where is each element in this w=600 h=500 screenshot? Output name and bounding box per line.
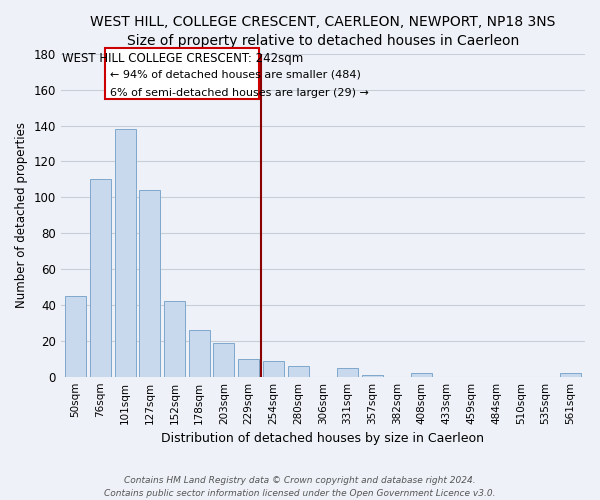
- Bar: [139, 190, 160, 376]
- Text: 6% of semi-detached houses are larger (29) →: 6% of semi-detached houses are larger (2…: [110, 88, 369, 98]
- Bar: [287, 366, 308, 376]
- Bar: [65, 296, 86, 376]
- Bar: [337, 368, 358, 376]
- Text: Contains HM Land Registry data © Crown copyright and database right 2024.
Contai: Contains HM Land Registry data © Crown c…: [104, 476, 496, 498]
- Bar: [115, 129, 136, 376]
- Bar: [411, 373, 433, 376]
- Y-axis label: Number of detached properties: Number of detached properties: [15, 122, 28, 308]
- Bar: [263, 360, 284, 376]
- Bar: [189, 330, 210, 376]
- Text: WEST HILL COLLEGE CRESCENT: 242sqm: WEST HILL COLLEGE CRESCENT: 242sqm: [62, 52, 303, 65]
- Text: ← 94% of detached houses are smaller (484): ← 94% of detached houses are smaller (48…: [110, 70, 361, 80]
- Bar: [164, 302, 185, 376]
- FancyBboxPatch shape: [105, 48, 259, 98]
- Bar: [238, 358, 259, 376]
- X-axis label: Distribution of detached houses by size in Caerleon: Distribution of detached houses by size …: [161, 432, 484, 445]
- Bar: [90, 180, 111, 376]
- Bar: [214, 342, 235, 376]
- Bar: [560, 373, 581, 376]
- Title: WEST HILL, COLLEGE CRESCENT, CAERLEON, NEWPORT, NP18 3NS
Size of property relati: WEST HILL, COLLEGE CRESCENT, CAERLEON, N…: [90, 15, 556, 48]
- Bar: [362, 375, 383, 376]
